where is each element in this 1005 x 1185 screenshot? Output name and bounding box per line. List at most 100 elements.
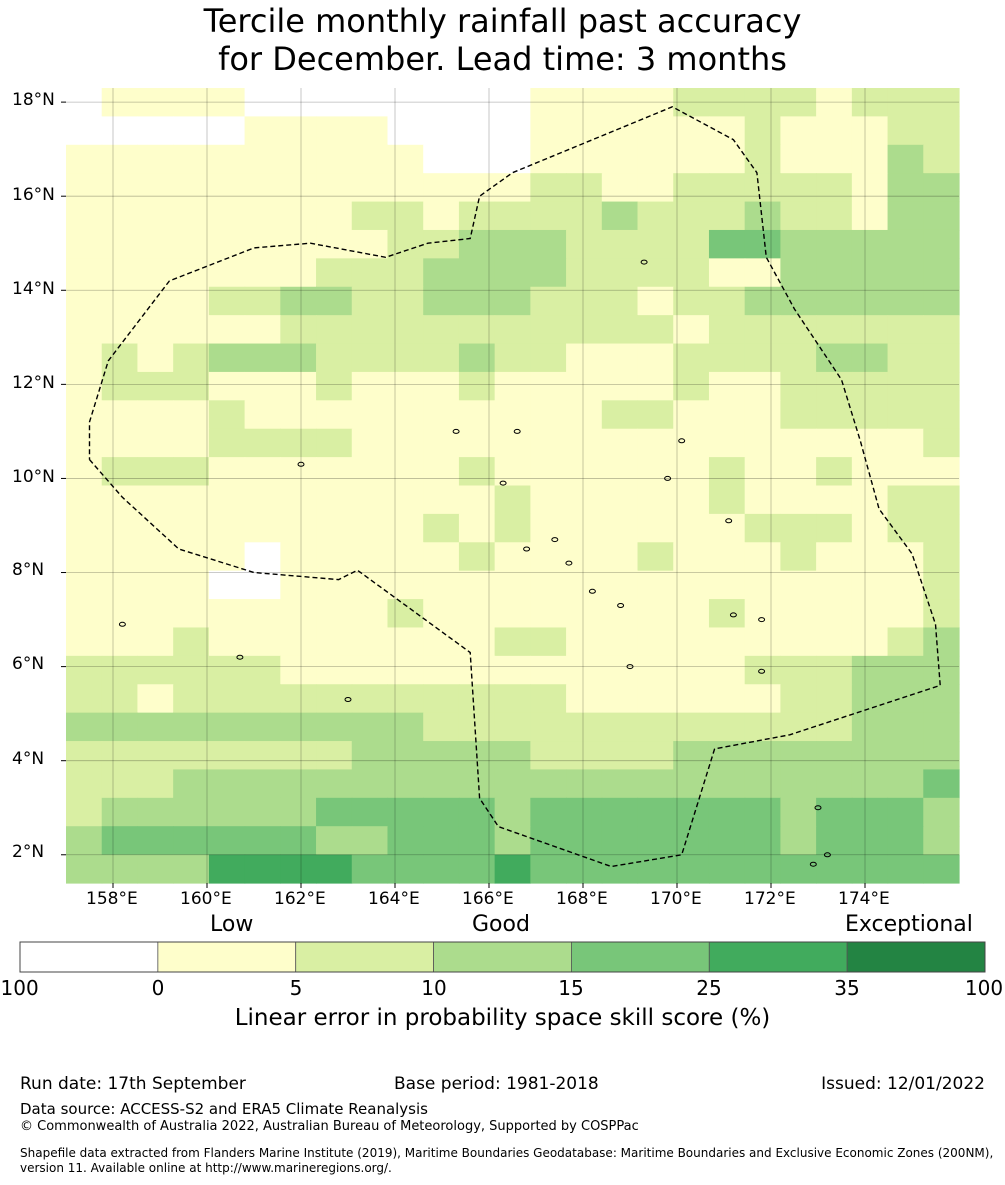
- skill-cell: [673, 229, 710, 259]
- skill-cell: [137, 542, 174, 572]
- skill-cell: [887, 116, 924, 146]
- skill-cell: [816, 400, 853, 430]
- skill-cell: [923, 797, 960, 827]
- skill-cell: [708, 712, 746, 742]
- skill-cell: [387, 797, 424, 827]
- skill-cell: [316, 201, 353, 231]
- skill-cell: [351, 570, 389, 600]
- skill-cell: [387, 769, 424, 799]
- skill-cell: [851, 144, 889, 174]
- skill-cell: [173, 371, 210, 401]
- skill-cell: [887, 201, 924, 231]
- skill-cell: [780, 797, 817, 827]
- skill-cell: [494, 258, 531, 288]
- colorbar-value: 0: [151, 976, 165, 1000]
- skill-cell: [923, 286, 960, 316]
- skill-cell: [137, 173, 174, 203]
- skill-cell: [637, 485, 674, 515]
- skill-cell: [458, 797, 496, 827]
- skill-cell: [173, 286, 210, 316]
- skill-cell: [566, 286, 603, 316]
- lat-label: 16°N: [12, 185, 55, 205]
- skill-cell: [101, 173, 139, 203]
- skill-cell: [673, 457, 710, 487]
- skill-cell: [494, 144, 531, 174]
- colorbar-frame: [19, 941, 986, 973]
- skill-cell: [458, 485, 496, 515]
- skill-cell: [316, 769, 353, 799]
- skill-cell: [637, 627, 674, 657]
- lat-label: 8°N: [12, 560, 45, 580]
- skill-cell: [66, 173, 103, 203]
- island-outline: [678, 438, 686, 444]
- skill-cell: [173, 315, 210, 345]
- skill-cell: [137, 769, 174, 799]
- skill-cell: [566, 116, 603, 146]
- skill-cell: [923, 513, 960, 543]
- skill-cell: [458, 88, 496, 117]
- skill-cell: [137, 88, 174, 117]
- skill-cell: [280, 485, 317, 515]
- skill-cell: [708, 144, 746, 174]
- skill-cell: [66, 144, 103, 174]
- island-outline: [499, 480, 507, 486]
- skill-cell: [316, 712, 353, 742]
- skill-cell: [351, 485, 389, 515]
- skill-cell: [351, 201, 389, 231]
- skill-cell: [566, 712, 603, 742]
- skill-cell: [351, 854, 389, 884]
- lon-label: 160°E: [180, 889, 232, 909]
- lat-label: 6°N: [12, 654, 45, 674]
- skill-cell: [316, 315, 353, 345]
- skill-cell: [923, 88, 960, 117]
- skill-cell: [208, 542, 246, 572]
- skill-cell: [208, 116, 246, 146]
- skill-cell: [280, 400, 317, 430]
- skill-cell: [101, 201, 139, 231]
- skill-cell: [530, 371, 567, 401]
- lon-label: 168°E: [556, 889, 608, 909]
- skill-cell: [708, 542, 746, 572]
- skill-cell: [708, 116, 746, 146]
- skill-cell: [816, 201, 853, 231]
- skill-cell: [208, 428, 246, 458]
- skill-cell: [673, 343, 710, 373]
- skill-cell: [316, 655, 353, 685]
- skill-cell: [66, 201, 103, 231]
- skill-cell: [494, 741, 531, 771]
- skill-cell: [530, 229, 567, 259]
- skill-cell: [423, 201, 460, 231]
- skill-cell: [673, 655, 710, 685]
- skill-cell: [566, 88, 603, 117]
- skill-cell: [387, 88, 424, 117]
- skill-cell: [244, 599, 281, 629]
- skill-cell: [280, 343, 317, 373]
- skill-cell: [66, 428, 103, 458]
- skill-cell: [851, 570, 889, 600]
- skill-cell: [816, 769, 853, 799]
- skill-cell: [851, 655, 889, 685]
- skill-cell: [316, 599, 353, 629]
- skill-cell: [387, 712, 424, 742]
- skill-cell: [494, 826, 531, 856]
- skill-cell: [423, 371, 460, 401]
- skill-cell: [566, 144, 603, 174]
- skill-cell: [316, 797, 353, 827]
- skill-cell: [923, 712, 960, 742]
- skill-cell: [923, 229, 960, 259]
- skill-cell: [744, 513, 781, 543]
- skill-cell: [566, 485, 603, 515]
- skill-cell: [244, 513, 281, 543]
- skill-cell: [566, 343, 603, 373]
- skill-cell: [458, 826, 496, 856]
- skill-cell: [101, 428, 139, 458]
- skill-cell: [173, 116, 210, 146]
- skill-cell: [637, 343, 674, 373]
- skill-cell: [387, 286, 424, 316]
- skill-cell: [101, 655, 139, 685]
- skill-cell: [173, 457, 210, 487]
- skill-cell: [316, 854, 353, 884]
- skill-cell: [387, 826, 424, 856]
- skill-cell: [387, 741, 424, 771]
- skill-cell: [744, 457, 781, 487]
